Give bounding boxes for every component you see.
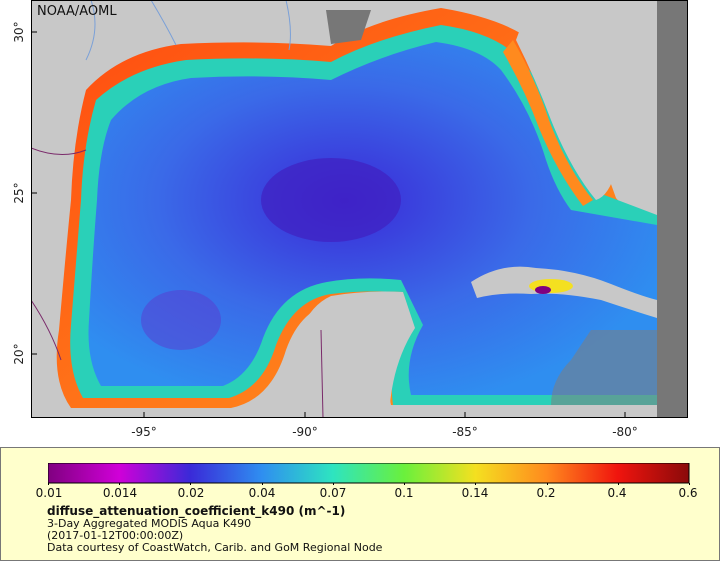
dataset-time: (2017-01-12T00:00:00Z) [47,529,184,542]
legend-panel: 0.01 0.014 0.02 0.04 0.07 0.1 0.14 0.2 0… [0,447,720,561]
cuba-land [471,266,657,318]
lat-axis: 30° 25° 20° [12,21,26,364]
colorbar-label: 0.02 [177,486,205,500]
data-credit: Data courtesy of CoastWatch, Carib. and … [47,541,383,554]
lat-tick-label: 20° [12,343,26,364]
no-data-region [551,330,657,405]
colorbar-label: 0.14 [461,486,489,500]
no-data-region [657,0,688,418]
gulf-of-mexico-k490-map [31,0,688,418]
lat-tick-label: 30° [12,21,26,42]
lon-tick-label: -80° [612,425,638,439]
cuba-shelf-patch [535,286,551,294]
country-border [320,329,324,418]
florida-land [516,0,622,200]
colorbar-label: 0.014 [102,486,138,500]
lon-axis: -95° -90° -85° -80° [131,425,638,439]
no-data-region [326,10,371,44]
colorbar-label: 0.01 [35,486,63,500]
lon-tick-label: -90° [292,425,318,439]
map-frame-border [31,0,688,418]
colorbar-gradient [48,463,690,484]
river-line [285,0,291,51]
lon-tick-label: -95° [131,425,157,439]
map-credit-label: NOAA/AOML [37,4,117,19]
dataset-description: 3-Day Aggregated MODIS Aqua K490 [47,517,252,530]
colorbar-label: 0.6 [678,486,698,500]
low-k490-patch [141,290,221,350]
colorbar [48,463,690,485]
colorbar-label: 0.1 [394,486,414,500]
river-line [85,0,96,61]
lat-tick-label: 25° [12,182,26,203]
variable-name: diffuse_attenuation_coefficient_k490 (m^… [47,504,346,518]
colorbar-ticks [48,483,690,485]
colorbar-label: 0.07 [319,486,347,500]
colorbar-label: 0.2 [536,486,556,500]
country-border [31,299,62,361]
colorbar-label: 0.4 [607,486,627,500]
lon-tick-label: -85° [452,425,478,439]
florida-shelf [503,40,593,206]
map-panel [31,0,688,418]
yucatan-land [281,291,415,418]
river-line [150,0,177,46]
colorbar-label: 0.04 [248,486,276,500]
country-border [31,147,87,155]
low-k490-patch [261,158,401,242]
